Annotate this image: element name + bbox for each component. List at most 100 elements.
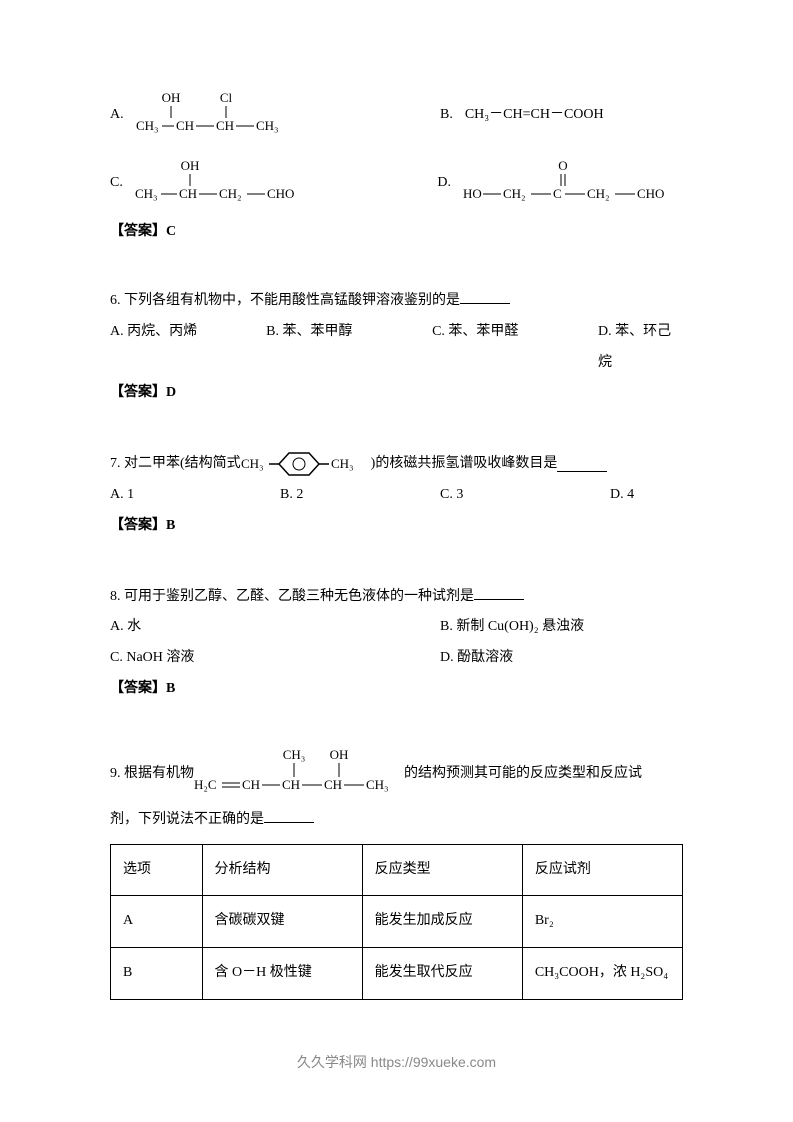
q8-answer: 【答案】B [110,674,683,705]
struct-d-ch2-2: CH₂ [587,186,610,201]
question-6-block: 6. 下列各组有机物中，不能用酸性高锰酸钾溶液鉴别的是 A. 丙烷、丙烯 B. … [110,286,683,409]
q8-options-row1: A. 水 B. 新制 Cu(OH)₂ 悬浊液 [110,612,683,643]
q9-r1c3: CH₃COOH，浓 H₂SO₄ [522,948,682,1000]
q9-h2c: H₂C [194,777,217,792]
q6-options: A. 丙烷、丙烯 B. 苯、苯甲醇 C. 苯、苯甲醛 D. 苯、环己烷 [110,317,683,379]
q7-answer: 【答案】B [110,511,683,542]
q5-option-b: B. CH₃－CH=CH－COOH [440,101,604,129]
q9-blank [264,809,314,823]
q9-stem-pre: 9. 根据有机物 [110,759,194,790]
q9-ch3-end: CH₃ [366,777,389,792]
q9-ch3-top: CH₃ [283,747,306,762]
q5-opt-a-label: A. [110,101,124,129]
struct-d-o: O [558,158,567,173]
q9-ch-1: CH [242,777,260,792]
q5-option-a: A. OH Cl CH₃ CH CH CH₃ [110,90,440,140]
question-8-block: 8. 可用于鉴别乙醇、乙醛、乙酸三种无色液体的一种试剂是 A. 水 B. 新制 … [110,582,683,705]
struct-d-ho: HO [463,186,482,201]
q5-opt-b-label: B. [440,101,453,129]
q9-table: 选项 分析结构 反应类型 反应试剂 A 含碳碳双键 能发生加成反应 Br₂ B … [110,844,683,1000]
q7-opt-a: A. 1 [110,480,280,511]
question-9-block: 9. 根据有机物 CH₃ OH H₂C CH CH CH CH₃ 的结构预测其可… [110,745,683,1000]
q7-opt-b: B. 2 [280,480,440,511]
q9-ch-3: CH [324,777,342,792]
q9-r1c0: B [111,948,203,1000]
struct-a-ch3-1: CH₃ [136,118,159,133]
struct-a-oh: OH [161,90,180,105]
q9-r0c1: 含碳碳双键 [202,896,362,948]
q9-stem-row2: 剂，下列说法不正确的是 [110,805,683,836]
q6-opt-d: D. 苯、环己烷 [598,317,683,379]
structure-a-svg: OH Cl CH₃ CH CH CH₃ [136,90,306,140]
q9-r0c0: A [111,896,203,948]
q7-blank [557,458,607,472]
struct-a-ch3-2: CH₃ [256,118,279,133]
q7-opt-d: D. 4 [610,480,634,511]
question-7-block: 7. 对二甲苯(结构简式 CH₃ CH₃ )的核磁共振氢谱吸收峰数目是 A. 1… [110,449,683,541]
q8-stem: 8. 可用于鉴别乙醇、乙醛、乙酸三种无色液体的一种试剂是 [110,589,474,604]
q6-stem: 6. 下列各组有机物中，不能用酸性高锰酸钾溶液鉴别的是 [110,293,460,308]
struct-a-ch-2: CH [216,118,234,133]
q8-stem-row: 8. 可用于鉴别乙醇、乙醛、乙酸三种无色液体的一种试剂是 [110,582,683,613]
q7-options: A. 1 B. 2 C. 3 D. 4 [110,480,683,511]
structure-d-svg: O HO CH₂ C CH₂ CHO [463,158,683,208]
struct-a-ch-1: CH [176,118,194,133]
q9-th-1: 分析结构 [202,844,362,896]
q9-r1c2: 能发生取代反应 [362,948,522,1000]
struct-c-cho: CHO [267,186,294,201]
struct-a-cl: Cl [219,90,232,105]
q9-th-0: 选项 [111,844,203,896]
q6-answer: 【答案】D [110,378,683,409]
q9-r0c3: Br₂ [522,896,682,948]
struct-c-ch3: CH₃ [135,186,158,201]
q6-opt-c: C. 苯、苯甲醛 [432,317,598,379]
q7-ch3-left: CH₃ [241,456,264,471]
q9-th-3: 反应试剂 [522,844,682,896]
q7-opt-c: C. 3 [440,480,610,511]
q7-stem-post: )的核磁共振氢谱吸收峰数目是 [371,449,558,480]
q5-answer: 【答案】C [110,218,683,246]
q7-ch3-right: CH₃ [331,456,354,471]
struct-d-cho: CHO [637,186,664,201]
q9-struct-svg: CH₃ OH H₂C CH CH CH CH₃ [194,745,404,805]
q5-row-cd: C. OH CH₃ CH CH₂ CHO D. O HO CH₂ [110,158,683,208]
q5-opt-c-label: C. [110,169,123,197]
q9-r1c1: 含 O－H 极性键 [202,948,362,1000]
q6-opt-a: A. 丙烷、丙烯 [110,317,266,379]
table-row: A 含碳碳双键 能发生加成反应 Br₂ [111,896,683,948]
q8-options-row2: C. NaOH 溶液 D. 酚酞溶液 [110,643,683,674]
q9-stem-post: 的结构预测其可能的反应类型和反应试 [404,759,642,790]
q8-blank [474,586,524,600]
structure-c-svg: OH CH₃ CH CH₂ CHO [135,158,325,208]
q6-opt-b: B. 苯、苯甲醇 [266,317,432,379]
struct-c-ch2: CH₂ [219,186,242,201]
q6-stem-row: 6. 下列各组有机物中，不能用酸性高锰酸钾溶液鉴别的是 [110,286,683,317]
q8-opt-d: D. 酚酞溶液 [440,643,513,674]
struct-c-ch: CH [179,186,197,201]
q7-stem-row: 7. 对二甲苯(结构简式 CH₃ CH₃ )的核磁共振氢谱吸收峰数目是 [110,449,683,480]
q6-blank [460,290,510,304]
q9-th-2: 反应类型 [362,844,522,896]
q8-opt-b: B. 新制 Cu(OH)₂ 悬浊液 [440,612,584,643]
question-5-block: A. OH Cl CH₃ CH CH CH₃ B. CH₃－CH=CH－COOH… [110,90,683,246]
q9-stem-row1: 9. 根据有机物 CH₃ OH H₂C CH CH CH CH₃ 的结构预测其可… [110,745,683,805]
struct-c-oh: OH [180,158,199,173]
q5-row-ab: A. OH Cl CH₃ CH CH CH₃ B. CH₃－CH=CH－COOH [110,90,683,140]
q9-ch-2: CH [282,777,300,792]
q9-r0c2: 能发生加成反应 [362,896,522,948]
struct-d-c: C [553,186,562,201]
q9-stem-line2: 剂，下列说法不正确的是 [110,812,264,827]
page-footer: 久久学科网 https://99xueke.com [0,1052,793,1072]
struct-d-ch2-1: CH₂ [503,186,526,201]
table-row: B 含 O－H 极性键 能发生取代反应 CH₃COOH，浓 H₂SO₄ [111,948,683,1000]
q9-oh: OH [330,747,349,762]
q5-opt-d-label: D. [437,169,451,197]
xylene-svg: CH₃ CH₃ [241,450,371,480]
q7-stem-pre: 7. 对二甲苯(结构简式 [110,449,241,480]
table-header-row: 选项 分析结构 反应类型 反应试剂 [111,844,683,896]
q8-opt-c: C. NaOH 溶液 [110,643,440,674]
q5-formula-b: CH₃－CH=CH－COOH [465,101,604,129]
q5-option-d: D. O HO CH₂ C CH₂ CHO [437,158,683,208]
q8-opt-a: A. 水 [110,612,440,643]
q5-option-c: C. OH CH₃ CH CH₂ CHO [110,158,437,208]
